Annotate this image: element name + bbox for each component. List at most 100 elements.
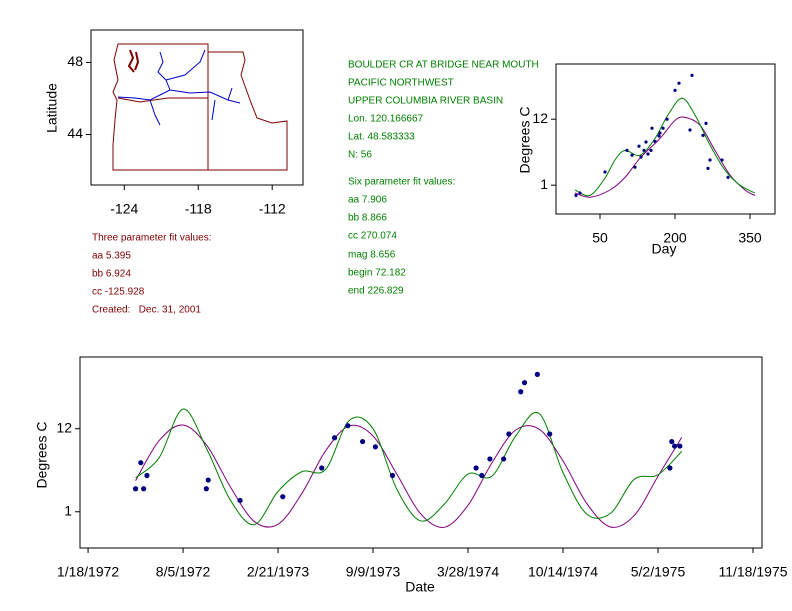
data-point <box>720 158 724 162</box>
data-point <box>669 438 675 445</box>
plot-frame <box>555 63 776 215</box>
data-point <box>479 472 485 479</box>
data-point <box>625 148 629 152</box>
x-tick-label: 2/21/1973 <box>247 564 309 580</box>
sound <box>127 49 140 73</box>
data-point <box>574 193 578 197</box>
fit6-line: bb 8.866 <box>348 213 387 224</box>
data-point <box>487 456 493 462</box>
y-axis-label: Degrees C <box>517 107 533 174</box>
data-point <box>473 465 479 471</box>
fit6-title: Six parameter fit values: <box>348 177 455 188</box>
x-axis-label: Date <box>405 579 435 595</box>
data-point <box>205 477 211 483</box>
data-point <box>547 431 553 437</box>
fit6-line: end 226.829 <box>348 286 404 297</box>
x-tick-label: 350 <box>738 230 762 246</box>
y-tick-label: 44 <box>67 125 83 141</box>
data-point <box>667 465 673 471</box>
data-point <box>673 88 677 92</box>
data-point <box>534 371 540 377</box>
data-point <box>132 486 139 492</box>
fit3-line: cc -125.928 <box>92 287 145 298</box>
data-point <box>637 144 641 148</box>
station-text: BOULDER CR AT BRIDGE NEAR MOUTH PACIFIC … <box>348 60 539 297</box>
fit3-title: Three parameter fit values: <box>92 233 212 244</box>
fit-line <box>574 97 756 197</box>
data-point <box>203 486 209 492</box>
data-point <box>280 494 286 500</box>
data-point <box>141 486 147 492</box>
data-point <box>518 389 524 395</box>
station-line: BOULDER CR AT BRIDGE NEAR MOUTH <box>348 60 539 71</box>
x-tick-label: 200 <box>663 230 687 246</box>
x-tick-label: 50 <box>592 230 608 246</box>
fit6-line: begin 72.182 <box>348 268 406 279</box>
plot-frame <box>90 29 304 186</box>
river <box>169 89 241 104</box>
data-point <box>642 148 646 152</box>
data-point <box>653 139 657 143</box>
data-point <box>650 126 654 130</box>
data-point <box>144 472 150 479</box>
data-point <box>657 134 661 138</box>
station-line: Lat. 48.583333 <box>348 132 415 143</box>
data-point <box>603 170 607 174</box>
data-point <box>501 456 507 462</box>
x-tick-label: 8/5/1972 <box>156 564 211 580</box>
fit6-line: cc 270.074 <box>348 231 397 242</box>
river <box>149 87 233 126</box>
fit-line <box>135 408 683 526</box>
state-border <box>117 97 208 103</box>
data-point <box>578 191 582 195</box>
y-tick-label: 1 <box>540 176 548 192</box>
data-point <box>389 472 396 479</box>
data-point <box>672 443 678 449</box>
map-shapes <box>112 43 288 171</box>
y-tick-label: 12 <box>56 419 72 435</box>
data-point <box>237 497 243 504</box>
fit6-line: aa 7.906 <box>348 195 387 206</box>
y-tick-label: 12 <box>532 110 548 126</box>
x-axis-label: Day <box>652 241 677 257</box>
x-tick-label: 5/2/1975 <box>631 564 686 580</box>
data-point <box>644 140 648 144</box>
data-point <box>704 121 708 125</box>
data-point <box>706 166 710 170</box>
plot-frame <box>79 356 763 549</box>
y-axis-label: Degrees C <box>34 422 50 489</box>
y-tick-label: 48 <box>67 53 83 69</box>
x-tick-label: -118 <box>185 201 212 217</box>
x-tick-label: -124 <box>110 201 138 217</box>
data-point <box>646 152 650 156</box>
data-point <box>701 133 705 137</box>
fit3-line: bb 6.924 <box>92 269 131 280</box>
x-tick-label: -112 <box>259 201 286 217</box>
data-point <box>726 175 730 179</box>
fit6-line: mag 8.656 <box>348 250 396 261</box>
data-point <box>372 444 379 450</box>
x-tick-label: 10/14/1974 <box>528 564 598 580</box>
y-axis-label: Latitude <box>44 83 60 133</box>
data-point <box>677 81 681 85</box>
x-tick-label: 1/18/1972 <box>57 564 119 580</box>
data-point <box>708 158 712 162</box>
data-point <box>331 435 338 441</box>
fit-line <box>135 424 683 529</box>
data-point <box>633 165 637 169</box>
x-tick-label: 11/18/1975 <box>718 564 787 580</box>
fit3-line: Created: Dec. 31, 2001 <box>92 305 201 316</box>
fit3-line: aa 5.395 <box>92 251 131 262</box>
data-point <box>677 443 683 449</box>
data-point <box>319 465 325 471</box>
station-line: Lon. 120.166667 <box>348 114 424 125</box>
data-point <box>345 423 351 429</box>
data-point <box>649 148 653 152</box>
data-point <box>658 131 662 135</box>
x-tick-label: 9/9/1973 <box>346 564 401 580</box>
data-point <box>639 155 643 159</box>
data-point <box>506 431 512 437</box>
data-point <box>661 126 665 130</box>
